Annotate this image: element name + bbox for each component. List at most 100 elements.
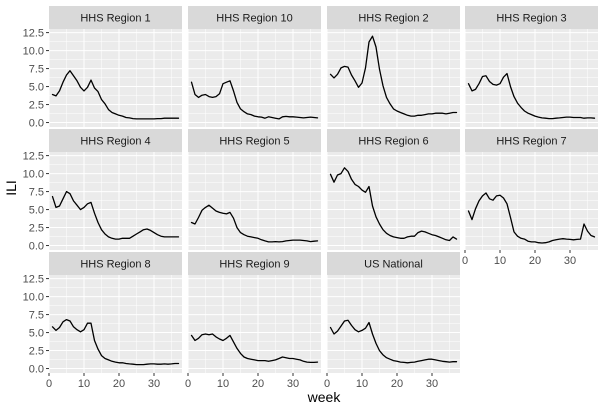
facet-strip-label: HHS Region 10 — [216, 13, 292, 25]
panel-background — [327, 152, 460, 250]
facet-strip-label: US National — [364, 259, 423, 271]
facet-strip — [49, 252, 182, 275]
facet-hhs-region-1: HHS Region 1 — [48, 6, 182, 127]
series-line-hhs-region-8 — [51, 318, 180, 366]
series-line-us-national — [329, 319, 458, 364]
series-line-hhs-region-1 — [51, 70, 180, 120]
x-axis-us-national: 0 10 20 30 — [324, 373, 438, 390]
y-tick-label: 10.0 — [23, 169, 44, 181]
x-tick-label: 20 — [252, 378, 264, 390]
facet-strip — [188, 6, 321, 29]
facet-strip-label: HHS Region 4 — [80, 136, 150, 148]
facet-hhs-region-2: HHS Region 2 — [326, 6, 460, 127]
series-line-hhs-region-7 — [467, 192, 596, 244]
x-axis-hhs-region-8: 0 10 20 30 — [46, 373, 160, 390]
facet-hhs-region-10: HHS Region 10 — [187, 6, 321, 127]
facet-strip — [465, 129, 598, 152]
panel-background — [327, 275, 460, 373]
facet-hhs-region-6: HHS Region 6 — [326, 129, 460, 250]
y-tick-label: 10.0 — [23, 46, 44, 58]
x-tick-label: 10 — [494, 255, 506, 267]
y-tick-label: 5.0 — [29, 328, 44, 340]
panel-background — [49, 29, 182, 127]
panel-background — [188, 152, 321, 250]
facet-strip — [188, 129, 321, 152]
x-tick-label: 10 — [78, 378, 90, 390]
panel-background — [49, 275, 182, 373]
y-tick-label: 5.0 — [29, 82, 44, 94]
facet-strip — [327, 6, 460, 29]
y-axis-row-2: 0.0 2.5 5.0 7.5 10.0 12.5 — [23, 151, 49, 253]
y-tick-label: 2.5 — [29, 100, 44, 112]
x-tick-label: 0 — [185, 378, 191, 390]
series-line-hhs-region-9 — [190, 333, 319, 364]
series-line-hhs-region-10 — [190, 80, 319, 120]
x-tick-label: 0 — [324, 378, 330, 390]
series-line-hhs-region-5 — [190, 204, 319, 243]
x-tick-label: 10 — [356, 378, 368, 390]
facet-strip — [327, 129, 460, 152]
series-line-hhs-region-2 — [329, 35, 458, 117]
panel-background — [465, 29, 598, 127]
x-tick-label: 30 — [564, 255, 576, 267]
facet-strip — [49, 129, 182, 152]
series-line-hhs-region-4 — [51, 190, 180, 240]
y-tick-label: 2.5 — [29, 223, 44, 235]
y-tick-label: 7.5 — [29, 310, 44, 322]
y-tick-label: 10.0 — [23, 292, 44, 304]
x-tick-label: 0 — [46, 378, 52, 390]
x-axis-title: week — [307, 389, 342, 405]
facet-us-national: US National — [326, 252, 460, 373]
y-axis-title: ILI — [3, 180, 19, 196]
facet-hhs-region-4: HHS Region 4 — [48, 129, 182, 250]
x-axes: 0 10 20 30 0 10 20 30 0 10 20 30 0 10 20 30 — [46, 250, 576, 390]
y-axis-row-1: 0.0 2.5 5.0 7.5 10.0 12.5 — [23, 28, 49, 130]
facet-hhs-region-5: HHS Region 5 — [187, 129, 321, 250]
x-tick-label: 30 — [287, 378, 299, 390]
y-axis-row-3: 0.0 2.5 5.0 7.5 10.0 12.5 — [23, 274, 49, 376]
x-tick-label: 20 — [391, 378, 403, 390]
x-tick-label: 20 — [113, 378, 125, 390]
facet-strip — [49, 6, 182, 29]
x-tick-label: 30 — [426, 378, 438, 390]
facet-hhs-region-9: HHS Region 9 — [187, 252, 321, 373]
y-tick-label: 2.5 — [29, 346, 44, 358]
y-tick-label: 5.0 — [29, 205, 44, 217]
panel-background — [188, 29, 321, 127]
y-tick-label: 0.0 — [29, 364, 44, 376]
x-tick-label: 30 — [148, 378, 160, 390]
facet-strip-label: HHS Region 7 — [496, 136, 566, 148]
x-tick-label: 20 — [529, 255, 541, 267]
x-tick-label: 0 — [462, 255, 468, 267]
y-axes: 0.0 2.5 5.0 7.5 10.0 12.5 0.0 2.5 5.0 7.5 10.0 12.5… — [23, 28, 49, 376]
facet-strip-label: HHS Region 1 — [80, 13, 150, 25]
facet-strip — [327, 252, 460, 275]
facet-strip-label: HHS Region 8 — [80, 259, 150, 271]
facet-panels: HHS Region 1 HHS Region 10 HHS Region 2 HHS… — [48, 6, 598, 373]
series-line-hhs-region-6 — [329, 167, 458, 242]
facet-strip-label: HHS Region 2 — [358, 13, 428, 25]
y-tick-label: 0.0 — [29, 118, 44, 130]
y-tick-label: 12.5 — [23, 151, 44, 163]
facet-strip — [465, 6, 598, 29]
facet-hhs-region-8: HHS Region 8 — [48, 252, 182, 373]
facet-strip-label: HHS Region 6 — [358, 136, 428, 148]
x-axis-hhs-region-9: 0 10 20 30 — [185, 373, 299, 390]
x-axis-hhs-region-7: 0 10 20 30 — [462, 250, 576, 267]
facet-strip — [188, 252, 321, 275]
y-tick-label: 0.0 — [29, 241, 44, 253]
panel-background — [327, 29, 460, 127]
series-line-hhs-region-3 — [467, 72, 596, 120]
facet-strip-label: HHS Region 3 — [496, 13, 566, 25]
y-tick-label: 12.5 — [23, 28, 44, 40]
facet-strip-label: HHS Region 9 — [219, 259, 289, 271]
panel-background — [465, 152, 598, 250]
panel-background — [49, 152, 182, 250]
facet-strip-label: HHS Region 5 — [219, 136, 289, 148]
facet-hhs-region-3: HHS Region 3 — [464, 6, 598, 127]
x-tick-label: 10 — [217, 378, 229, 390]
y-tick-label: 7.5 — [29, 187, 44, 199]
y-tick-label: 7.5 — [29, 64, 44, 76]
facet-hhs-region-7: HHS Region 7 — [464, 129, 598, 250]
